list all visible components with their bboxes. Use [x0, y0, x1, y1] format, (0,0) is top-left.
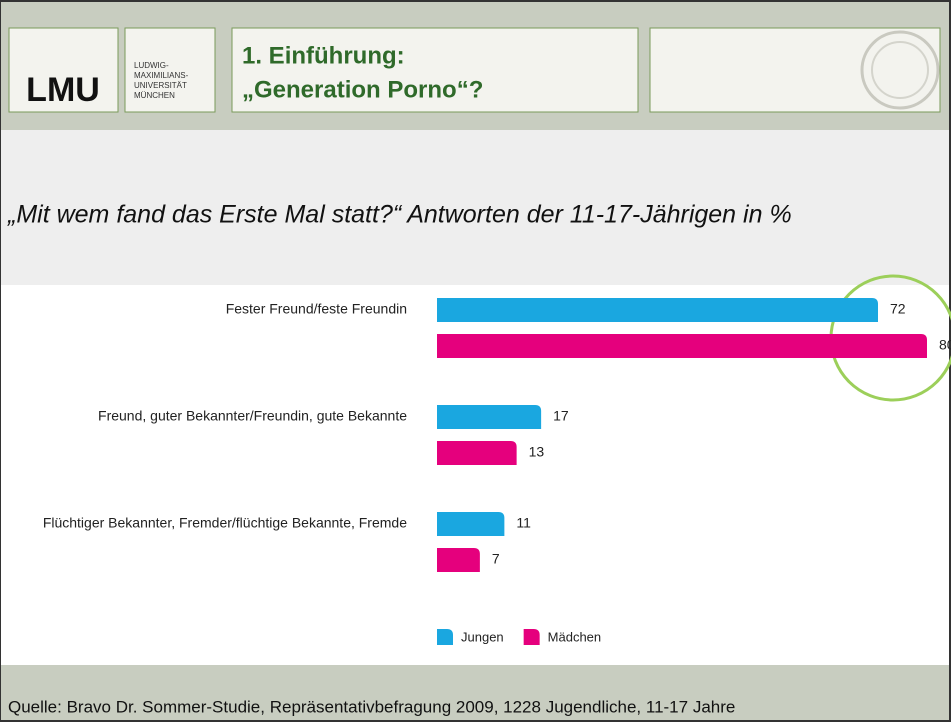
- legend-swatch: [523, 629, 540, 645]
- legend-label: Jungen: [461, 629, 504, 644]
- title-box: [231, 27, 639, 113]
- value-label: 11: [516, 515, 531, 531]
- question-band: [0, 130, 951, 285]
- legend-swatch: [437, 629, 453, 645]
- value-label: 13: [529, 444, 545, 460]
- bar: [437, 512, 505, 536]
- category-label: Flüchtiger Bekannter, Fremder/flüchtige …: [43, 515, 407, 531]
- legend-label: Mädchen: [548, 629, 601, 644]
- title-line: 1. Einführung:: [242, 42, 405, 69]
- question: „Mit wem fand das Erste Mal statt?“ Antw…: [7, 201, 792, 229]
- value-label: 72: [890, 301, 906, 317]
- university-line: UNIVERSITÄT: [134, 81, 187, 90]
- university-line: MAXIMILIANS-: [134, 71, 189, 80]
- bar: [437, 298, 878, 322]
- category-label: Freund, guter Bekannter/Freundin, gute B…: [98, 408, 407, 424]
- bar: [437, 441, 517, 465]
- seal-box: [649, 27, 941, 113]
- university-line: MÜNCHEN: [134, 91, 175, 100]
- value-label: 7: [492, 551, 500, 567]
- value-label: 17: [553, 408, 569, 424]
- source: Quelle: Bravo Dr. Sommer-Studie, Repräse…: [8, 697, 735, 716]
- logo: LMU: [26, 71, 100, 109]
- name-box: [124, 27, 216, 113]
- seal: [860, 30, 940, 110]
- footer-band: [0, 665, 951, 722]
- value-label: 80: [939, 337, 951, 353]
- logo-box: [8, 27, 119, 113]
- bar: [437, 548, 480, 572]
- category-label: Fester Freund/feste Freundin: [226, 301, 407, 317]
- bar: [437, 405, 542, 429]
- seal-inner: [871, 41, 929, 99]
- title-line: „Generation Porno“?: [242, 76, 483, 103]
- university-line: LUDWIG-: [134, 61, 169, 70]
- bar: [437, 334, 927, 358]
